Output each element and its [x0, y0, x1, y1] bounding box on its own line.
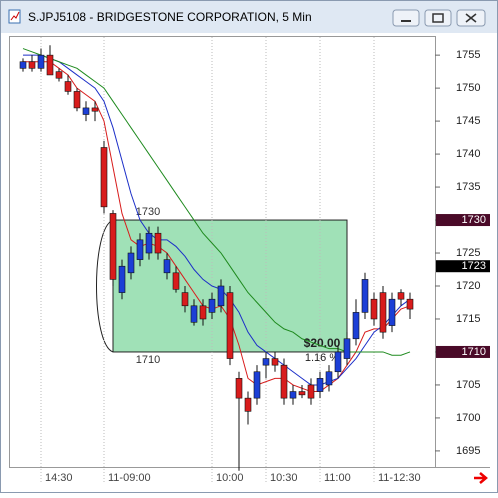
candle-body [397, 292, 405, 300]
candle-body [145, 232, 153, 254]
candle-body [244, 397, 252, 412]
candle-body [118, 265, 126, 293]
candle-body [262, 358, 270, 366]
minimize-button[interactable] [392, 9, 420, 27]
candle-body [136, 239, 144, 260]
candle-body [55, 71, 63, 79]
candle-body [361, 279, 369, 313]
candle-body [46, 54, 54, 76]
x-tick-label: 10:30 [270, 472, 298, 484]
price-marker [436, 345, 490, 358]
candle-body [307, 384, 315, 399]
window-title: S.JPJ5108 - BRIDGESTONE CORPORATION, 5 M… [28, 10, 312, 24]
y-tick-label: 1755 [456, 49, 480, 61]
candle-body [370, 298, 378, 320]
candle-body [298, 391, 306, 396]
scroll-arrow[interactable] [474, 472, 488, 484]
moving-average [23, 54, 411, 386]
price-marker-label: 1723 [462, 260, 486, 272]
x-tick-label: 11-12:30 [378, 472, 421, 484]
y-tick-label: 1695 [456, 445, 480, 457]
candle-body [64, 81, 72, 92]
candle-body [253, 371, 261, 399]
maximize-button[interactable] [424, 9, 452, 27]
box-top-label: 1730 [136, 206, 160, 218]
candle-body [190, 305, 198, 323]
candle-body [235, 378, 243, 399]
candle-body [181, 292, 189, 307]
candle-body [352, 312, 360, 340]
moving-average [23, 61, 411, 393]
close-icon [465, 13, 477, 23]
y-tick-label: 1725 [456, 247, 480, 259]
y-tick-label: 1720 [456, 280, 480, 292]
candle-body [406, 298, 414, 310]
price-marker [436, 214, 490, 227]
candle-body [343, 338, 351, 359]
y-tick-label: 1745 [456, 115, 480, 127]
box-percent: 1.16 % [305, 352, 339, 364]
candle-body [334, 351, 342, 373]
candle-body [379, 292, 387, 333]
candle-body [172, 272, 180, 290]
y-tick-label: 1750 [456, 82, 480, 94]
y-tick-label: 1715 [456, 313, 480, 325]
candle-body [28, 61, 36, 69]
candle-body [199, 305, 207, 320]
candle-body [82, 107, 90, 115]
candle-body [73, 91, 81, 109]
y-tick-label: 1705 [456, 379, 480, 391]
candle-body [37, 54, 45, 69]
price-marker-label: 1730 [462, 214, 486, 226]
candle-body [316, 378, 324, 392]
y-tick-label: 1735 [456, 181, 480, 193]
x-tick-label: 10:00 [216, 472, 244, 484]
maximize-icon [432, 13, 444, 23]
y-tick-label: 1740 [456, 148, 480, 160]
candle-body [19, 61, 27, 69]
candle-body [226, 292, 234, 359]
box-bottom-label: 1710 [136, 354, 160, 366]
y-tick-label: 1700 [456, 412, 480, 424]
candle-body [100, 147, 108, 208]
price-marker [436, 260, 490, 273]
candle-body [325, 371, 333, 386]
price-marker-label: 1710 [462, 346, 486, 358]
x-tick-label: 11:00 [324, 472, 351, 484]
x-tick-label: 11-09:00 [108, 472, 151, 484]
candle-body [91, 107, 99, 112]
candle-body [163, 259, 171, 274]
candle-body [208, 298, 216, 313]
candle-body [217, 285, 225, 307]
candle-body [289, 391, 297, 399]
box-amount: $20.00 [304, 336, 341, 350]
candle-body [388, 298, 396, 326]
range-bracket [96, 219, 114, 353]
candle-body [127, 252, 135, 274]
window-icon-line [10, 11, 20, 21]
x-tick-label: 14:30 [45, 472, 73, 484]
candle-body [280, 364, 288, 399]
candle-body [271, 358, 279, 366]
candle-body [109, 213, 117, 280]
candle-body [154, 232, 162, 254]
